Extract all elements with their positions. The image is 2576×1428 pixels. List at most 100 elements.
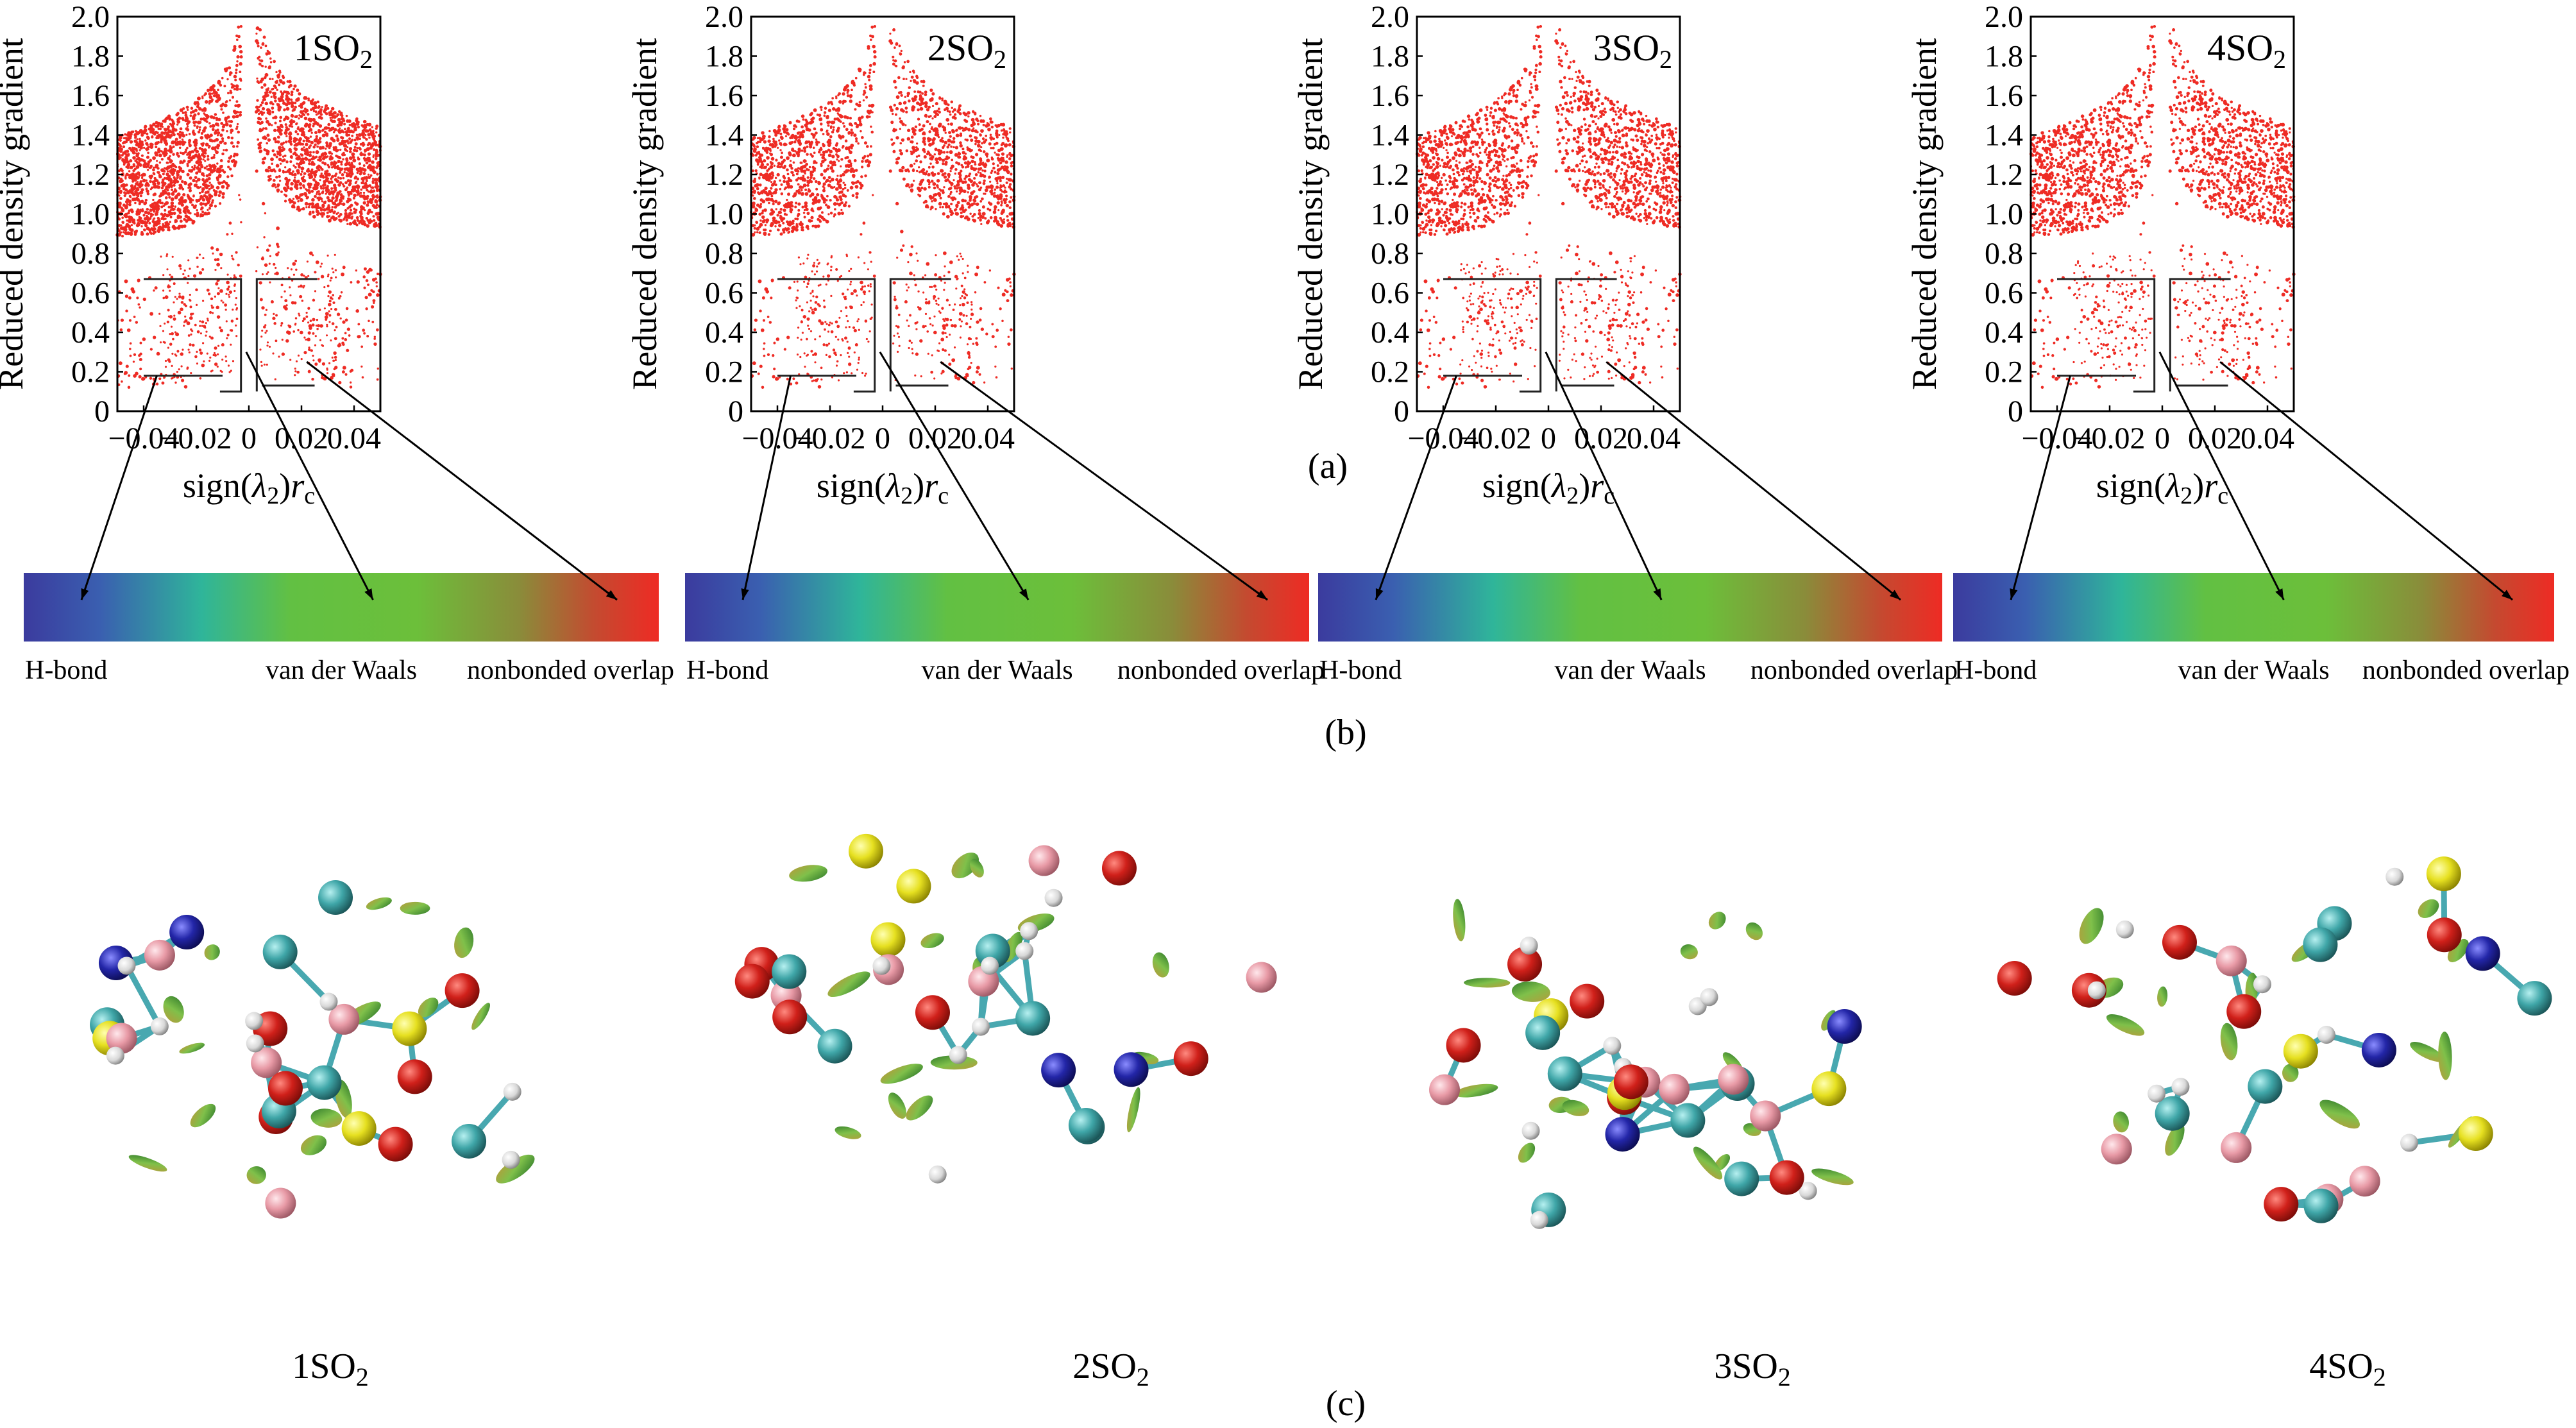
label-nonbonded-overlap: nonbonded overlap: [1750, 656, 1958, 685]
x-tick-label: −0.02: [794, 421, 865, 455]
isosurface-patch: [496, 1154, 535, 1184]
atom-sphere: [1670, 1103, 1706, 1138]
isosurface-patch: [888, 1092, 906, 1119]
molecule-label-sub: 2: [1778, 1363, 1791, 1391]
arrow-head: [1889, 590, 1901, 600]
x-tick-label: −0.02: [1460, 421, 1531, 455]
molecule-4: 4SO2: [1997, 856, 2552, 1391]
isosurface-patch: [400, 901, 430, 915]
x-axis-label-lambda: λ: [2164, 466, 2180, 505]
atom-sphere: [772, 999, 808, 1035]
x-axis-label: sign(λ2)rc: [183, 466, 315, 509]
region-brackets: [777, 278, 951, 393]
x-axis-label-lambda-sub: 2: [901, 482, 913, 509]
isosurface-patch: [2106, 1014, 2145, 1036]
atom-sphere: [267, 1071, 303, 1106]
atom-sphere: [378, 1126, 413, 1162]
isosurface-patch: [163, 996, 184, 1023]
atom-sphere: [734, 964, 770, 999]
arrow-line: [940, 361, 1268, 601]
atom-sphere: [2264, 1187, 2299, 1222]
atom-sphere: [1428, 1074, 1460, 1105]
arrow-line: [2219, 361, 2513, 601]
isosurface-patch: [418, 998, 439, 1017]
label-van-der-waals: van der Waals: [266, 656, 417, 685]
atom-sphere: [1015, 942, 1034, 960]
y-tick-label: 1.6: [1371, 79, 1409, 113]
rdg-point-cloud: [115, 24, 382, 389]
molecule-label-main: 2SO: [1072, 1347, 1137, 1386]
panel-label-sub: 2: [994, 45, 1006, 74]
y-tick-label: 0.4: [705, 316, 743, 350]
y-tick-label: 0.6: [71, 276, 110, 310]
x-tick-label: −0.02: [2074, 421, 2145, 455]
y-axis-label: Reduced density gradient: [0, 38, 30, 390]
isosurface-patch: [1152, 952, 1169, 978]
isosurface-patch: [1708, 912, 1726, 930]
isosurface-patch: [920, 933, 944, 949]
y-tick-label: 1.4: [705, 119, 743, 153]
isosurface-patch: [1693, 1146, 1723, 1180]
x-tick-label: −0.04: [108, 421, 179, 455]
y-tick-label: 1.2: [1371, 158, 1409, 192]
y-tick-label: 1.8: [1371, 40, 1409, 74]
atom-sphere: [2248, 1069, 2283, 1104]
bracket-right: [2169, 278, 2231, 392]
isosurface-patch: [310, 1109, 343, 1128]
atom-sphere: [341, 1111, 377, 1146]
isosurface-patch: [827, 971, 870, 998]
isosurface-patch: [300, 1135, 327, 1155]
colorbar-gradient: [1318, 573, 1942, 642]
atom-sphere: [245, 1012, 264, 1030]
molecule-renderings: 1SO2 2SO2 3SO2 4SO2: [90, 833, 2552, 1391]
atom-sphere: [981, 956, 999, 975]
isosurface-patch: [2113, 1111, 2129, 1133]
atom-sphere: [1446, 1028, 1481, 1063]
isosurface-patch: [1126, 1087, 1140, 1132]
atoms: [90, 880, 521, 1219]
atom-sphere: [2349, 1166, 2380, 1197]
colorbar-4: H-bond van der Waals nonbonded overlap: [1953, 352, 2570, 685]
atom-sphere: [251, 1047, 282, 1078]
atom-sphere: [2517, 981, 2552, 1016]
colorbars: H-bond van der Waals nonbonded overlap H-bo…: [24, 351, 2570, 685]
x-tick-label: 0.04: [327, 421, 381, 455]
atom-sphere: [445, 973, 480, 1008]
bracket-left: [2057, 278, 2156, 393]
figure-label-a: (a): [1308, 446, 1348, 486]
arrows: [80, 352, 618, 601]
molecule-label-sub: 2: [2373, 1363, 2386, 1391]
atom-sphere: [1020, 922, 1038, 940]
atom-sphere: [2427, 917, 2462, 953]
atom-sphere: [2303, 1188, 2339, 1223]
atom-sphere: [2426, 856, 2461, 892]
panel-label-main: 1SO: [294, 27, 360, 69]
y-tick-label: 1.8: [1985, 40, 2023, 74]
x-axis-label-lambda-sub: 2: [1566, 482, 1579, 509]
arrow-line: [80, 375, 158, 600]
arrow-line: [741, 375, 792, 600]
y-tick-label: 1.2: [705, 158, 743, 192]
molecule-label-main: 4SO: [2309, 1347, 2373, 1386]
x-tick-label: −0.02: [160, 421, 232, 455]
isosurface-patch: [1811, 1168, 1854, 1186]
panel-label: 2SO2: [928, 27, 1006, 74]
bracket-left: [1443, 278, 1542, 393]
molecule-3: 3SO2: [1428, 899, 1862, 1391]
arrow-head: [364, 588, 373, 600]
atom-sphere: [2162, 924, 2197, 960]
arrow-head: [741, 588, 749, 600]
atom-sphere: [1530, 1211, 1548, 1229]
atom-sphere: [1525, 1015, 1561, 1050]
isosurface-patch: [2438, 1032, 2452, 1080]
y-tick-label: 0: [94, 395, 110, 429]
molecule-label-sub: 2: [356, 1363, 369, 1391]
arrow-line: [2010, 375, 2071, 600]
atom-sphere: [1718, 1064, 1749, 1095]
isosurface-patch: [2079, 908, 2104, 944]
colorbar-gradient: [1953, 573, 2554, 642]
x-tick-label: 0: [241, 421, 257, 455]
atom-sphere: [392, 1011, 427, 1046]
atom-sphere: [2303, 927, 2338, 962]
region-brackets: [2057, 278, 2231, 393]
